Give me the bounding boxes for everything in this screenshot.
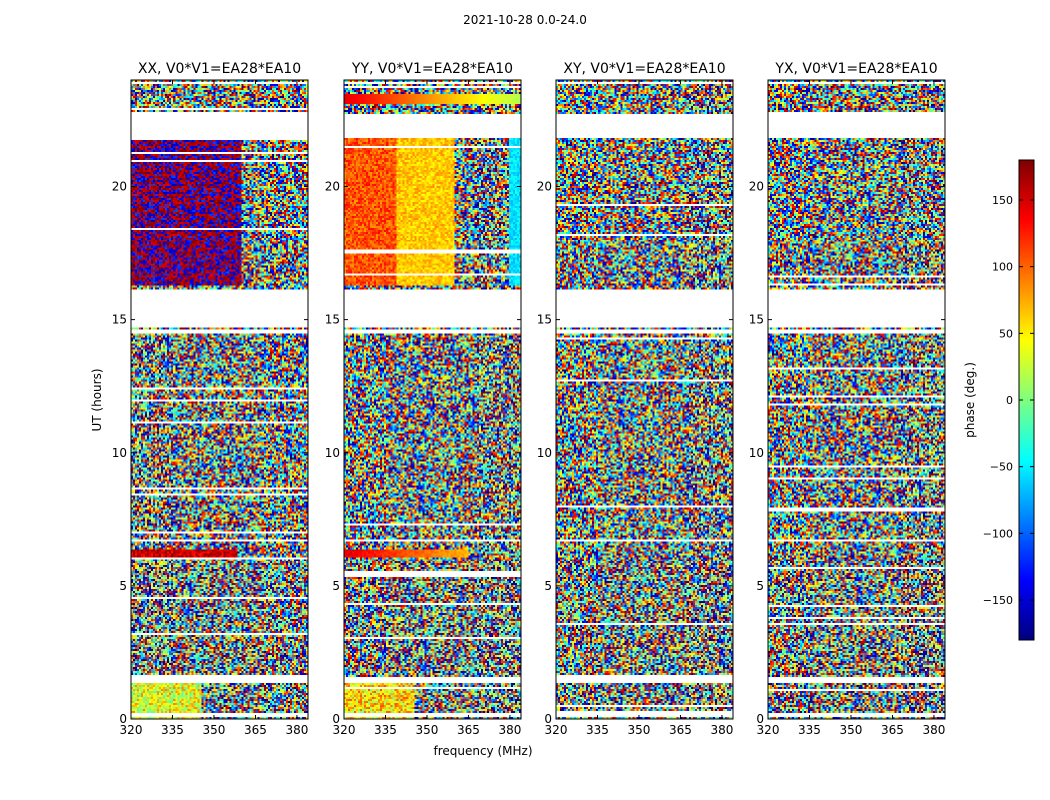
x-tick-label: 380 bbox=[922, 723, 945, 737]
y-tick-label: 0 bbox=[544, 712, 552, 726]
panel-frame bbox=[767, 79, 946, 720]
phase-heatmap bbox=[556, 80, 733, 719]
colorbar-tick-label: 150 bbox=[992, 194, 1013, 207]
y-tick-label: 10 bbox=[112, 446, 127, 460]
colorbar-tick-label: 50 bbox=[999, 327, 1013, 340]
x-tick-label: 335 bbox=[161, 723, 184, 737]
panel-title: YY, V0*V1=EA28*EA10 bbox=[351, 61, 513, 77]
panel-frame bbox=[130, 79, 309, 720]
y-tick-label: 15 bbox=[325, 313, 340, 327]
x-tick-label: 380 bbox=[498, 723, 521, 737]
x-tick-label: 320 bbox=[333, 723, 356, 737]
x-tick-label: 380 bbox=[285, 723, 308, 737]
x-tick-label: 335 bbox=[798, 723, 821, 737]
panels: XX, V0*V1=EA28*EA10 320 335 350 365 380 0 5 10 15… bbox=[112, 61, 946, 737]
y-tick-label: 0 bbox=[332, 712, 340, 726]
x-tick-label: 320 bbox=[120, 723, 143, 737]
y-tick-label: 20 bbox=[112, 180, 127, 194]
colorbar-tick-label: 100 bbox=[992, 261, 1013, 274]
panel-title: XX, V0*V1=EA28*EA10 bbox=[138, 61, 301, 77]
x-tick-label: 350 bbox=[628, 723, 651, 737]
y-tick-label: 5 bbox=[119, 579, 127, 593]
y-tick-label: 15 bbox=[112, 313, 127, 327]
y-tick-label: 15 bbox=[749, 313, 764, 327]
x-tick-label: 320 bbox=[757, 723, 780, 737]
colorbar-label: phase (deg.) bbox=[963, 362, 977, 438]
phase-heatmap bbox=[344, 80, 521, 719]
y-tick-label: 20 bbox=[537, 180, 552, 194]
phase-heatmap bbox=[131, 80, 308, 719]
panel-frame bbox=[555, 79, 734, 720]
y-tick-label: 20 bbox=[325, 180, 340, 194]
x-axis-label: frequency (MHz) bbox=[433, 744, 532, 758]
colorbar-tick-label: −150 bbox=[983, 594, 1013, 607]
panel-title: XY, V0*V1=EA28*EA10 bbox=[563, 61, 725, 77]
panel-4: YX, V0*V1=EA28*EA10 320 335 350 365 380 0 5 10 15… bbox=[749, 61, 946, 737]
colorbar-tick-label: 0 bbox=[1006, 394, 1013, 407]
x-tick-label: 335 bbox=[374, 723, 397, 737]
y-axis-label: UT (hours) bbox=[90, 368, 104, 431]
x-tick-label: 335 bbox=[586, 723, 609, 737]
panel-title: YX, V0*V1=EA28*EA10 bbox=[774, 61, 937, 77]
x-tick-label: 365 bbox=[669, 723, 692, 737]
x-tick-label: 350 bbox=[840, 723, 863, 737]
panel-frame bbox=[343, 79, 522, 720]
x-tick-label: 365 bbox=[457, 723, 480, 737]
x-tick-label: 320 bbox=[545, 723, 568, 737]
y-tick-label: 10 bbox=[325, 446, 340, 460]
axis-labels: frequency (MHz) UT (hours) bbox=[90, 368, 533, 758]
x-tick-label: 365 bbox=[244, 723, 267, 737]
x-tick-label: 350 bbox=[416, 723, 439, 737]
y-tick-label: 5 bbox=[332, 579, 340, 593]
x-tick-label: 365 bbox=[881, 723, 904, 737]
y-tick-label: 10 bbox=[537, 446, 552, 460]
y-tick-label: 20 bbox=[749, 180, 764, 194]
colorbar-tick-label: −50 bbox=[990, 461, 1013, 474]
x-tick-label: 380 bbox=[710, 723, 733, 737]
y-tick-label: 10 bbox=[749, 446, 764, 460]
colorbar: −150 −100 −50 0 50 100 150 phase (deg.) bbox=[963, 159, 1035, 641]
y-tick-label: 0 bbox=[756, 712, 764, 726]
panel-3: XY, V0*V1=EA28*EA10 320 335 350 365 380 0 5 10 15… bbox=[537, 61, 734, 737]
y-tick-label: 5 bbox=[756, 579, 764, 593]
x-tick-label: 350 bbox=[203, 723, 226, 737]
figure-title: 2021-10-28 0.0-24.0 bbox=[463, 13, 587, 27]
colorbar-tick-label: −100 bbox=[983, 527, 1013, 540]
phase-heatmap bbox=[768, 80, 945, 719]
y-tick-label: 5 bbox=[544, 579, 552, 593]
panel-1: XX, V0*V1=EA28*EA10 320 335 350 365 380 0 5 10 15… bbox=[112, 61, 309, 737]
y-tick-label: 0 bbox=[119, 712, 127, 726]
panel-2: YY, V0*V1=EA28*EA10 320 335 350 365 380 0 5 10 15… bbox=[325, 61, 522, 737]
y-tick-label: 15 bbox=[537, 313, 552, 327]
